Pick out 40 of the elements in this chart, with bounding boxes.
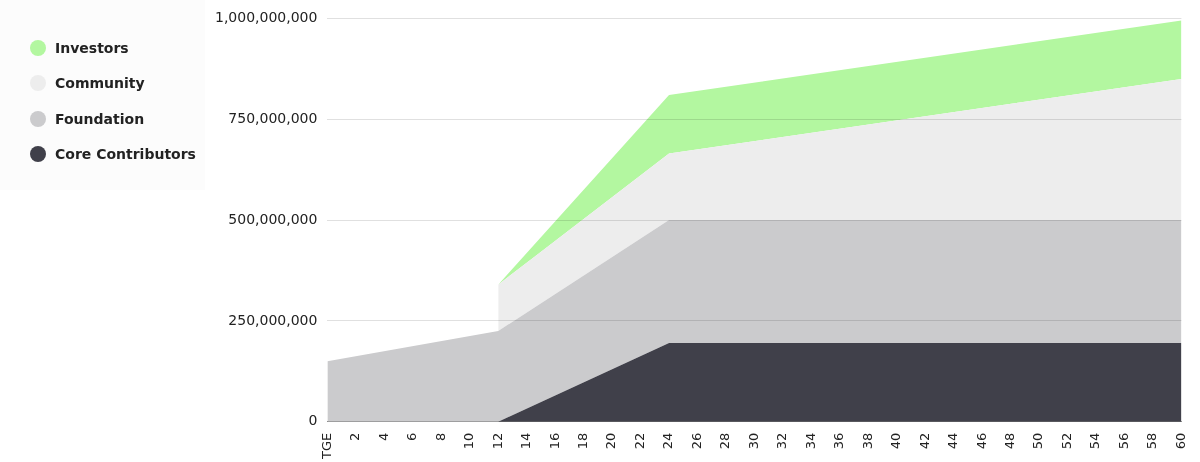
x-tick-label: 60 (1172, 432, 1188, 450)
x-tick-label: 52 (1058, 432, 1074, 450)
x-tick-label: 42 (916, 432, 932, 450)
x-tick-label: 4 (375, 432, 391, 442)
x-tick-label: 22 (631, 432, 647, 450)
x-tick-label: 6 (404, 432, 420, 442)
x-tick-label: 38 (859, 432, 875, 450)
x-tick-label: 20 (603, 432, 619, 450)
x-tick-label: 32 (774, 432, 790, 450)
x-tick-label: 26 (688, 432, 704, 450)
x-tick-label: 40 (888, 432, 904, 450)
x-tick-label: 12 (489, 432, 505, 450)
x-tick-label: 10 (461, 432, 477, 450)
x-tick-label: 54 (1087, 432, 1103, 450)
legend-label: Core Contributors (55, 146, 196, 163)
x-tick-label: 34 (802, 432, 818, 450)
y-tick-label: 1,000,000,000 (214, 9, 318, 26)
x-tick-label: 2 (347, 432, 363, 442)
x-tick-label: 14 (518, 432, 534, 450)
y-tick-label: 500,000,000 (228, 210, 318, 227)
x-tick-label: TGE (318, 432, 334, 461)
y-tick-label: 0 (308, 412, 318, 429)
legend-label: Community (55, 75, 145, 92)
y-tick-label: 250,000,000 (228, 311, 318, 328)
x-tick-label: 28 (717, 432, 733, 450)
x-tick-label: 46 (973, 432, 989, 450)
x-tick-label: 50 (1030, 432, 1046, 450)
x-tick-label: 48 (1001, 432, 1017, 450)
x-tick-label: 36 (831, 432, 847, 450)
x-tick-label: 30 (745, 432, 761, 450)
legend-label: Foundation (55, 110, 145, 127)
x-tick-label: 16 (546, 432, 562, 450)
legend-label: Investors (55, 39, 129, 56)
x-tick-label: 8 (432, 432, 448, 442)
x-tick-label: 56 (1115, 432, 1131, 450)
x-tick-label: 18 (574, 432, 590, 450)
x-tick-label: 44 (945, 432, 961, 450)
y-tick-label: 750,000,000 (228, 109, 318, 126)
x-tick-label: 24 (660, 432, 676, 450)
x-tick-label: 58 (1144, 432, 1160, 450)
